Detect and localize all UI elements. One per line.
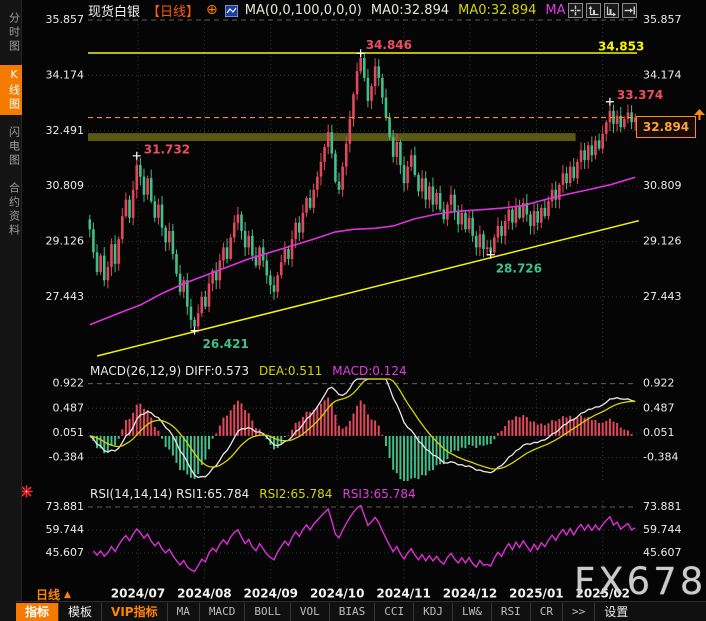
macd-value-label: MACD(26,12,9) DIFF:0.573 [90,364,249,378]
pan-right-icon[interactable] [622,3,637,18]
svg-text:32.491: 32.491 [46,124,85,137]
toolbar-item[interactable]: 指标 [16,603,59,621]
ma-value-label: MA(0,0,100,0,0,0) [244,3,362,18]
rsi-value-label: RSI(14,14,14) RSI1:65.784 [90,487,250,501]
svg-text:26.421: 26.421 [203,337,249,351]
watermark: FX678 [574,560,706,603]
svg-text:2024/10: 2024/10 [310,587,364,601]
chart-tool-icons [568,3,637,18]
svg-text:34.853: 34.853 [598,40,644,54]
svg-text:59.744: 59.744 [643,523,682,536]
svg-text:45.607: 45.607 [46,546,85,559]
svg-text:30.809: 30.809 [46,179,85,192]
svg-text:33.374: 33.374 [617,88,663,102]
chart-type-sidebar: 分时图 K线图闪电图合约资料 [0,0,22,621]
macd-value-label: MACD:0.124 [332,364,407,378]
chart-header: 现货白银 【日线】 ⊕ MA(0,0,100,0,0,0) MA0:32.894 MA… [88,2,566,20]
rsi-panel [92,504,636,573]
toolbar-item[interactable]: 模板 [58,603,101,621]
sidebar-tab[interactable]: 闪电图 [7,126,21,168]
svg-text:73.881: 73.881 [643,500,682,513]
price-up-arrow-icon [694,105,705,124]
toolbar-item[interactable]: BIAS [328,603,375,621]
svg-text:-0.384: -0.384 [49,451,84,464]
svg-text:29.126: 29.126 [643,235,682,248]
period-arrow-icon: ▲ [64,589,71,600]
fit-vertical-axis-icon[interactable] [586,3,601,18]
toolbar-item[interactable]: KDJ [413,603,452,621]
svg-text:2025/01: 2025/01 [509,587,563,601]
indicator-toolbar: 指标 模板 VIP指标 MA MACD BOLL VOL BIAS CCI KDJ LW& RSI CR… [16,601,706,621]
toolbar-item[interactable]: VOL [289,603,329,621]
toolbar-item[interactable]: MACD [198,603,245,621]
svg-text:-0.384: -0.384 [643,451,678,464]
ma-value-label: MA [545,3,566,18]
svg-text:34.174: 34.174 [643,68,682,81]
svg-text:45.607: 45.607 [643,546,682,559]
ma-value-label: MA0:32.894 [458,3,537,18]
alert-blink-icon [20,483,33,502]
svg-text:2024/11: 2024/11 [376,587,430,601]
period-label: 日线 [36,588,61,602]
sidebar-tab[interactable]: 分时图 [7,12,21,54]
toolbar-item[interactable]: 设置 [594,603,637,621]
svg-text:27.443: 27.443 [643,290,682,303]
fit-horizontal-axis-icon[interactable] [604,3,619,18]
svg-text:0.487: 0.487 [53,401,85,414]
ma-indicator-icon [224,4,239,17]
macd-value-label: DEA:0.511 [259,364,323,378]
svg-text:2024/07: 2024/07 [111,587,165,601]
svg-text:34.846: 34.846 [366,38,412,52]
svg-text:28.726: 28.726 [496,261,542,275]
rsi-value-label: RSI2:65.784 [259,487,333,501]
toolbar-item[interactable]: LW& [451,603,491,621]
svg-text:0.051: 0.051 [643,426,675,439]
sidebar-tab[interactable]: 合约资料 [7,182,21,238]
sidebar-tab[interactable]: K线图 [0,65,22,115]
toolbar-item[interactable]: VIP指标 [101,603,167,621]
svg-text:0.051: 0.051 [53,426,85,439]
period-tag: 【日线】 [147,5,200,20]
rsi-value-label: RSI3:65.784 [342,487,416,501]
add-indicator-icon[interactable]: ⊕ [206,2,218,18]
svg-text:2024/09: 2024/09 [244,587,298,601]
macd-header: MACD(26,12,9) DIFF:0.573 DEA:0.511 MACD:0.… [90,364,407,378]
svg-text:35.857: 35.857 [46,13,85,26]
svg-text:30.809: 30.809 [643,179,682,192]
last-price-box: 32.894 [636,116,696,138]
main-candles-panel: 31.732 26.421 34.846 28.726 33.374 34.853 [88,38,663,357]
svg-text:31.732: 31.732 [144,142,190,156]
rsi-header: RSI(14,14,14) RSI1:65.784 RSI2:65.784 RSI3… [90,487,416,501]
svg-text:59.744: 59.744 [46,523,85,536]
ma-values: MA(0,0,100,0,0,0) MA0:32.894 MA0:32.894 MA [245,3,566,18]
toolbar-item[interactable]: RSI [490,603,530,621]
svg-text:2024/08: 2024/08 [177,587,231,601]
macd-panel [89,378,636,481]
ma-value-label: MA0:32.894 [370,3,450,18]
svg-text:35.857: 35.857 [643,13,682,26]
toolbar-item[interactable]: CCI [374,603,413,621]
period-selector[interactable]: 日线 ▲ [36,586,71,603]
svg-text:2024/12: 2024/12 [443,587,497,601]
symbol-name: 现货白银 [88,5,141,20]
svg-text:34.174: 34.174 [46,68,85,81]
toolbar-item[interactable]: MA [166,603,199,621]
toolbar-item[interactable]: BOLL [244,603,290,621]
toolbar-item[interactable]: >> [561,603,594,621]
svg-text:2025/02: 2025/02 [576,587,630,601]
svg-text:0.487: 0.487 [643,401,675,414]
svg-text:0.922: 0.922 [53,377,85,390]
toolbar-item[interactable]: CR [529,603,562,621]
svg-text:29.126: 29.126 [46,235,85,248]
svg-text:27.443: 27.443 [46,290,85,303]
svg-text:0.922: 0.922 [643,377,675,390]
axis-labels: 2024/07 2024/08 2024/09 2024/10 2024/11 2024/… [46,13,682,601]
crosshair-icon[interactable] [568,3,583,18]
svg-text:73.881: 73.881 [46,500,85,513]
